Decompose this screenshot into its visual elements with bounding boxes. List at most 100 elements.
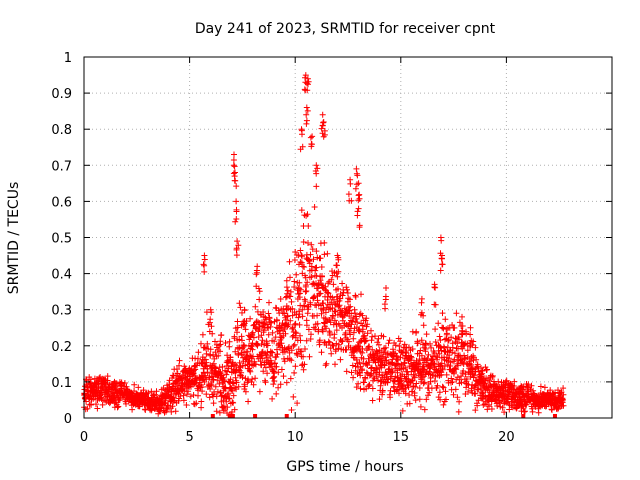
data-point xyxy=(187,393,194,400)
data-point xyxy=(488,398,495,405)
data-point xyxy=(216,409,223,416)
data-point xyxy=(224,352,231,359)
data-point xyxy=(329,341,336,348)
data-point-peak xyxy=(381,301,388,308)
data-point xyxy=(256,388,263,395)
data-point xyxy=(363,315,370,322)
data-point xyxy=(212,383,219,390)
data-point xyxy=(258,332,265,339)
data-point xyxy=(84,405,91,412)
data-point xyxy=(311,204,318,210)
data-point xyxy=(282,330,289,337)
data-point xyxy=(121,380,128,386)
data-point xyxy=(330,281,337,288)
data-point xyxy=(288,347,295,354)
data-point xyxy=(319,273,325,280)
data-point xyxy=(312,326,319,333)
data-point xyxy=(356,311,363,318)
data-point xyxy=(289,325,296,332)
data-point xyxy=(451,324,458,331)
data-point-peak xyxy=(313,162,320,169)
data-point xyxy=(439,366,446,373)
data-point xyxy=(439,383,446,390)
data-point xyxy=(135,384,142,391)
data-point xyxy=(357,385,364,392)
data-point-peak xyxy=(383,285,389,291)
data-point xyxy=(233,379,240,386)
data-point-peak xyxy=(418,309,425,316)
data-point xyxy=(198,404,205,411)
data-point-peak xyxy=(438,237,445,244)
data-point xyxy=(495,378,502,385)
data-point-peak xyxy=(241,307,248,314)
data-point xyxy=(479,367,486,374)
data-point-peak xyxy=(432,284,439,291)
data-point xyxy=(436,350,443,357)
y-tick-label: 0.9 xyxy=(51,87,72,102)
data-point xyxy=(277,381,284,388)
data-point xyxy=(252,375,259,382)
data-point xyxy=(438,372,445,378)
data-point xyxy=(114,404,121,411)
data-point-peak xyxy=(303,117,310,124)
data-point xyxy=(184,391,190,398)
data-point xyxy=(529,408,536,415)
data-point xyxy=(258,349,265,356)
data-point xyxy=(281,358,288,365)
data-point xyxy=(249,346,256,353)
data-point xyxy=(331,308,338,315)
data-point xyxy=(437,337,444,344)
data-point xyxy=(350,314,357,321)
data-point xyxy=(294,400,301,407)
data-point xyxy=(247,368,254,375)
data-point xyxy=(170,394,177,401)
data-point xyxy=(416,385,423,391)
data-point xyxy=(362,375,369,382)
data-point-peak xyxy=(334,262,340,269)
data-point xyxy=(344,290,351,296)
y-tick-label: 0.6 xyxy=(51,195,72,210)
data-point xyxy=(250,381,257,388)
data-point xyxy=(364,321,371,328)
data-point xyxy=(268,319,275,326)
data-point xyxy=(367,371,374,378)
data-point-peak xyxy=(304,107,311,114)
data-point xyxy=(366,343,373,350)
data-point xyxy=(456,319,463,326)
data-point-peak xyxy=(431,284,438,291)
data-point-peak xyxy=(304,87,311,94)
data-point-peak xyxy=(309,133,316,140)
data-point xyxy=(313,248,320,255)
data-point xyxy=(348,369,355,376)
data-point xyxy=(387,394,394,401)
data-point xyxy=(310,256,317,263)
data-point-peak xyxy=(313,183,320,190)
data-point xyxy=(193,400,200,407)
data-point xyxy=(336,341,342,348)
data-point-peak xyxy=(356,195,363,202)
data-point xyxy=(234,318,241,325)
data-point xyxy=(151,391,158,398)
data-point xyxy=(560,402,567,409)
data-point xyxy=(165,402,172,409)
data-point xyxy=(293,271,300,278)
data-point-peak xyxy=(303,111,310,118)
data-point xyxy=(291,257,298,263)
data-point xyxy=(180,397,187,404)
data-point-peak xyxy=(304,75,311,82)
data-point xyxy=(409,346,416,352)
data-point-peak xyxy=(355,180,362,187)
data-point xyxy=(459,359,466,366)
data-point-peak xyxy=(459,328,466,335)
data-point xyxy=(416,396,423,403)
data-point xyxy=(227,376,234,383)
data-point xyxy=(201,344,208,351)
data-point-peak xyxy=(432,301,439,308)
data-point xyxy=(277,296,284,302)
data-point xyxy=(506,389,513,396)
data-point xyxy=(388,359,395,366)
data-point xyxy=(472,344,479,351)
data-point xyxy=(260,368,267,375)
data-point xyxy=(372,333,378,340)
data-point-peak xyxy=(345,191,352,198)
